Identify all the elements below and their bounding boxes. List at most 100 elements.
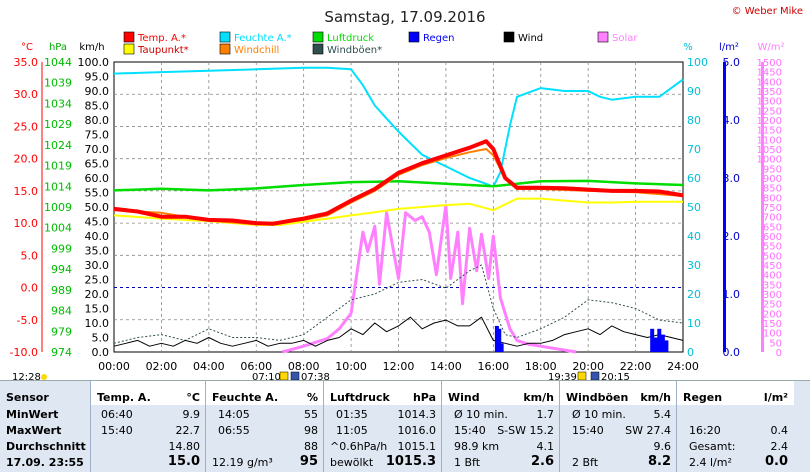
wind-tick-label: 85.0 bbox=[85, 100, 110, 113]
pressure-tick-label: 1014 bbox=[44, 180, 72, 193]
solar-tick-label: 700 bbox=[763, 213, 782, 224]
x-tick-label: 06:00 bbox=[240, 360, 272, 373]
pressure-tick-label: 1009 bbox=[44, 201, 72, 214]
rain-tick-label: 4.0 bbox=[723, 114, 741, 127]
solar-tick-label: 850 bbox=[763, 184, 782, 195]
wind-tick-label: 70.0 bbox=[85, 143, 110, 156]
plot-area bbox=[113, 66, 684, 354]
gust-max-value: SW 27.4 bbox=[625, 424, 671, 437]
x-tick-label: 02:00 bbox=[146, 360, 178, 373]
wind-tick-label: 35.0 bbox=[85, 245, 110, 258]
series-solar bbox=[281, 203, 577, 354]
hum-min-value: 55 bbox=[304, 408, 318, 421]
weather-chart: Samstag, 17.09.2016 © Weber Mike °C hPa … bbox=[10, 6, 803, 380]
unit-label-pressure: hPa bbox=[49, 42, 67, 53]
rain-max-time: 16:20 bbox=[689, 424, 721, 437]
legend-swatch bbox=[597, 31, 609, 43]
rain-bar bbox=[657, 328, 662, 352]
hum-avg-value: 88 bbox=[304, 440, 318, 453]
x-tick-label: 20:00 bbox=[572, 360, 604, 373]
temp-tick-label: 25.0 bbox=[14, 120, 39, 133]
hum-title: Feuchte A. bbox=[212, 391, 279, 404]
unit-label-wind: km/h bbox=[79, 42, 104, 53]
pressure-tick-label: 1034 bbox=[44, 97, 72, 110]
solar-tick-label: 300 bbox=[763, 290, 782, 301]
series-temp-a bbox=[113, 139, 684, 226]
humidity-tick-label: 80 bbox=[687, 114, 701, 127]
press-avg-value: 1015.1 bbox=[397, 440, 437, 453]
temp-tick-label: 0.0 bbox=[21, 282, 39, 295]
chart-legend: Temp. A.* Feuchte A.* Luftdruck Regen Wind So… bbox=[123, 31, 638, 56]
solar-tick-label: 1250 bbox=[757, 106, 782, 117]
temp-tick-label: 10.0 bbox=[14, 217, 39, 230]
temp-tick-label: 35.0 bbox=[14, 56, 39, 69]
wind-tick-label: 60.0 bbox=[85, 172, 110, 185]
min-label: MinWert bbox=[6, 408, 59, 421]
solar-tick-label: 1100 bbox=[757, 135, 782, 146]
pressure-tick-label: 1024 bbox=[44, 139, 72, 152]
pressure-tick-label: 1029 bbox=[44, 118, 72, 131]
gust-max-time: 15:40 bbox=[572, 424, 604, 437]
legend-label: Solar bbox=[612, 33, 638, 44]
twilight-icon bbox=[290, 371, 300, 380]
solar-tick-label: 900 bbox=[763, 174, 782, 185]
temp-unit: °C bbox=[186, 391, 200, 404]
solar-tick-label: 250 bbox=[763, 300, 782, 311]
rain-bar bbox=[497, 328, 502, 352]
hum-absolute: 12.19 g/m³ bbox=[212, 456, 273, 469]
copyright-label: © Weber Mike bbox=[732, 6, 803, 17]
solar-tick-label: 550 bbox=[763, 242, 782, 253]
series-wind bbox=[113, 316, 684, 347]
solar-tick-label: 950 bbox=[763, 164, 782, 175]
solar-tick-label: 1350 bbox=[757, 87, 782, 98]
wind-unit: km/h bbox=[523, 391, 554, 404]
humidity-tick-label: 50 bbox=[687, 201, 701, 214]
legend-label: Feuchte A.* bbox=[234, 33, 292, 44]
solar-tick-label: 150 bbox=[763, 319, 782, 330]
pressure-tick-label: 989 bbox=[51, 284, 72, 297]
legend-swatch bbox=[503, 31, 515, 43]
press-forecast: bewölkt bbox=[330, 456, 374, 469]
gust-avg10-value: 5.4 bbox=[653, 408, 672, 421]
solar-axis-bar bbox=[761, 62, 764, 352]
rain-tick-label: 3.0 bbox=[723, 172, 741, 185]
legend-swatch bbox=[219, 31, 231, 43]
temp-column: Temp. A. °C 06:40 9.9 15:40 22.7 14.80 1… bbox=[90, 381, 206, 472]
temp-avg-value: 14.80 bbox=[168, 440, 201, 453]
humidity-column: Feuchte A. % 14:05 55 06:55 98 88 12.19 … bbox=[205, 381, 324, 472]
rain-max-value: 0.4 bbox=[770, 424, 789, 437]
rain-total-value: 2.4 bbox=[770, 440, 789, 453]
pressure-tick-label: 1004 bbox=[44, 222, 72, 235]
hum-max-time: 06:55 bbox=[218, 424, 250, 437]
gust-column: Windböen km/h Ø 10 min. 5.4 15:40 SW 27.… bbox=[559, 381, 677, 472]
unit-label-rain: l/m² bbox=[719, 42, 739, 53]
wind-tick-label: 50.0 bbox=[85, 201, 110, 214]
rain-current-value: 0.0 bbox=[764, 454, 788, 469]
solar-tick-label: 600 bbox=[763, 232, 782, 243]
rain-today: 2.4 l/m² bbox=[689, 456, 732, 469]
gust-avg-value: 9.6 bbox=[653, 440, 672, 453]
humidity-tick-label: 10 bbox=[687, 317, 701, 330]
wind-tick-label: 45.0 bbox=[85, 216, 110, 229]
sunrise-twilight-time: 07:38 bbox=[301, 372, 330, 380]
wind-avg10-label: Ø 10 min. bbox=[454, 408, 508, 421]
x-tick-label: 18:00 bbox=[525, 360, 557, 373]
temp-max-value: 22.7 bbox=[175, 424, 201, 437]
wind-avg10-value: 1.7 bbox=[536, 408, 555, 421]
rain-tick-label: 1.0 bbox=[723, 288, 741, 301]
x-tick-label: 00:00 bbox=[98, 360, 130, 373]
humidity-tick-label: 90 bbox=[687, 85, 701, 98]
solar-tick-label: 1150 bbox=[757, 126, 782, 137]
sun-icon bbox=[41, 374, 47, 380]
wind-run: 98.9 km bbox=[454, 440, 500, 453]
press-title: Luftdruck bbox=[330, 391, 390, 404]
unit-label-humidity: % bbox=[683, 42, 693, 53]
humidity-tick-label: 20 bbox=[687, 288, 701, 301]
wind-tick-label: 20.0 bbox=[85, 288, 110, 301]
temp-min-time: 06:40 bbox=[101, 408, 133, 421]
rain-total-label: Gesamt: bbox=[689, 440, 736, 453]
pressure-tick-label: 974 bbox=[51, 346, 72, 359]
wind-tick-label: 100.0 bbox=[78, 56, 110, 69]
wind-tick-label: 90.0 bbox=[85, 85, 110, 98]
sun-times: 12:28 07:10 07:38 19:39 20:15 bbox=[12, 371, 630, 380]
